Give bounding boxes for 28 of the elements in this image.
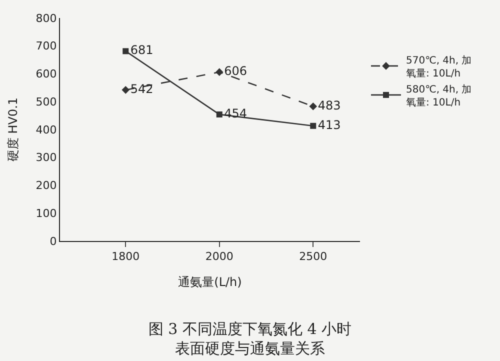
y-tick-label: 500 <box>36 95 57 108</box>
x-axis-title: 通氨量(L/h) <box>178 275 242 290</box>
y-tick-label: 800 <box>36 12 57 25</box>
y-tick-label: 600 <box>36 68 57 81</box>
x-tick-label: 1800 <box>112 250 140 264</box>
x-tick-label: 2500 <box>299 250 328 264</box>
data-label: 413 <box>318 118 341 132</box>
point <box>122 86 130 94</box>
data-label: 483 <box>318 98 341 112</box>
point <box>310 122 316 129</box>
y-tick-label: 100 <box>36 206 57 220</box>
text: 图 3 不同温度下氧氮化 4 小时表面硬度与通氨量关系 <box>148 320 352 358</box>
y-tick-label: 200 <box>36 179 57 192</box>
point <box>122 48 129 54</box>
y-tick-label: 700 <box>36 40 57 53</box>
x-tick-label: 2000 <box>205 250 234 264</box>
point <box>216 111 222 118</box>
data-label: 542 <box>130 82 154 96</box>
point <box>215 68 224 76</box>
y-tick-label: 300 <box>36 151 57 164</box>
y-tick-label: 0 <box>50 234 57 248</box>
point <box>309 102 318 110</box>
y-tick-label: 400 <box>36 123 57 136</box>
legend-label: 580℃, 4h, 加氧量: 10L/h <box>406 83 472 108</box>
data-label: 681 <box>130 43 154 58</box>
data-label: 606 <box>224 64 248 78</box>
y-axis-title: 硬度 HV0.1 <box>6 97 20 162</box>
legend-label: 570℃, 4h, 加氧量: 10L/h <box>406 54 472 80</box>
